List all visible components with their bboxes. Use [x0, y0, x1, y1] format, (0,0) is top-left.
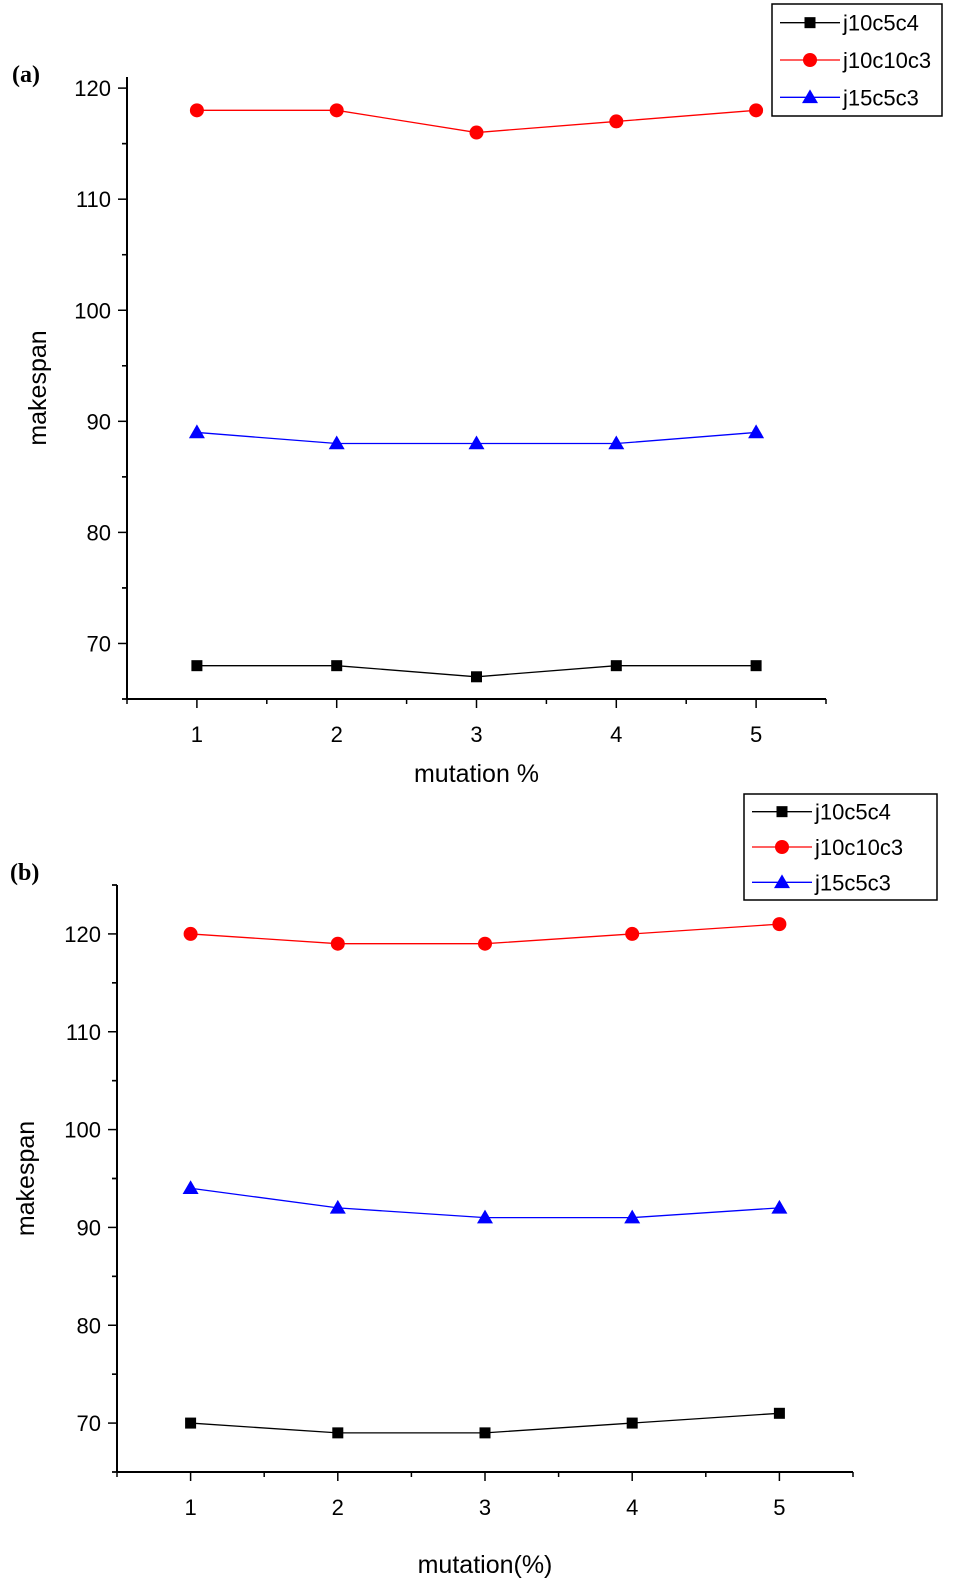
y-tick-label: 110	[76, 187, 111, 212]
y-tick-label: 70	[77, 1411, 101, 1436]
y-tick-label: 100	[64, 1118, 101, 1143]
legend-marker	[776, 806, 788, 818]
legend-marker	[774, 874, 790, 889]
data-point	[772, 917, 787, 932]
series-j15c5c3	[182, 1180, 788, 1224]
y-axis-label: makespan	[12, 1121, 40, 1236]
panel-label: (b)	[10, 860, 39, 886]
data-point	[182, 1180, 199, 1195]
legend-marker	[803, 53, 817, 67]
data-point	[609, 114, 624, 129]
data-point	[331, 660, 343, 672]
x-tick-label: 3	[479, 1495, 491, 1520]
x-tick-label: 4	[610, 722, 622, 747]
data-point	[185, 1417, 197, 1429]
data-point	[471, 671, 482, 683]
x-tick-label: 1	[184, 1495, 196, 1520]
y-axis-label: makespan	[24, 330, 52, 445]
legend-entry-label: j15c5c3	[842, 85, 919, 110]
x-axis-label: mutation(%)	[418, 1551, 553, 1579]
x-tick-label: 5	[773, 1495, 785, 1520]
y-tick-label: 90	[87, 409, 111, 434]
chart-panel-a: 1 2 3 4 5 70 80 90 100 110 120 makespan mutation % (a…	[12, 3, 943, 788]
series-j15c5c3	[188, 424, 765, 450]
legend-entry-label: j15c5c3	[814, 870, 891, 895]
data-point	[477, 1209, 493, 1224]
data-point	[191, 660, 203, 672]
data-point	[771, 1199, 788, 1214]
legend: j10c5c4 j10c10c3 j15c5c3	[771, 3, 943, 117]
data-point	[626, 1417, 638, 1429]
data-point	[624, 1209, 641, 1224]
x-tick-label: 4	[626, 1495, 638, 1520]
data-point	[478, 936, 492, 951]
data-point	[183, 926, 198, 941]
legend-entry-label: j10c5c4	[842, 11, 919, 36]
x-axis-label: mutation %	[414, 760, 539, 788]
data-point	[329, 1199, 346, 1214]
x-tick-label: 3	[470, 722, 482, 747]
data-point	[479, 1427, 491, 1439]
y-tick-label: 100	[74, 298, 111, 323]
y-tick-label: 80	[87, 520, 111, 545]
legend: j10c5c4 j10c10c3 j15c5c3	[743, 793, 938, 901]
data-point	[328, 435, 345, 450]
legend-entry-label: j10c10c3	[842, 48, 931, 73]
data-point	[625, 926, 640, 941]
data-point	[468, 435, 485, 450]
series-j10c5c4	[185, 1407, 785, 1439]
series-j10c10c3	[183, 917, 787, 951]
data-point	[608, 435, 625, 450]
data-point	[189, 103, 204, 118]
data-point	[749, 103, 764, 118]
y-tick-label: 120	[74, 76, 111, 101]
x-tick-label: 5	[750, 722, 762, 747]
data-point	[332, 1427, 344, 1439]
data-point	[469, 125, 484, 140]
legend-marker	[802, 89, 818, 104]
legend-marker	[804, 17, 816, 29]
data-point	[748, 424, 765, 439]
x-tick-label: 2	[332, 1495, 344, 1520]
y-tick-label: 120	[64, 922, 101, 947]
legend-marker	[775, 840, 789, 854]
data-point	[610, 660, 622, 672]
chart-panel-b: 1 2 3 4 5 70 80 90 100 110 120 makespan mutation(%) (…	[10, 793, 938, 1579]
series-j10c5c4	[191, 660, 762, 683]
legend-entry-label: j10c5c4	[814, 800, 891, 825]
data-point	[329, 103, 344, 118]
y-tick-label: 90	[77, 1215, 101, 1240]
panel-label: (a)	[12, 62, 40, 88]
data-point	[188, 424, 205, 439]
y-tick-label: 80	[77, 1313, 101, 1338]
legend-entry-label: j10c10c3	[814, 835, 903, 860]
data-point	[750, 660, 762, 672]
x-tick-label: 1	[191, 722, 203, 747]
y-tick-label: 70	[87, 631, 111, 656]
data-point	[773, 1407, 785, 1419]
y-tick-label: 110	[66, 1020, 101, 1045]
data-point	[330, 936, 345, 951]
series-j10c10c3	[189, 103, 764, 140]
x-tick-label: 2	[331, 722, 343, 747]
